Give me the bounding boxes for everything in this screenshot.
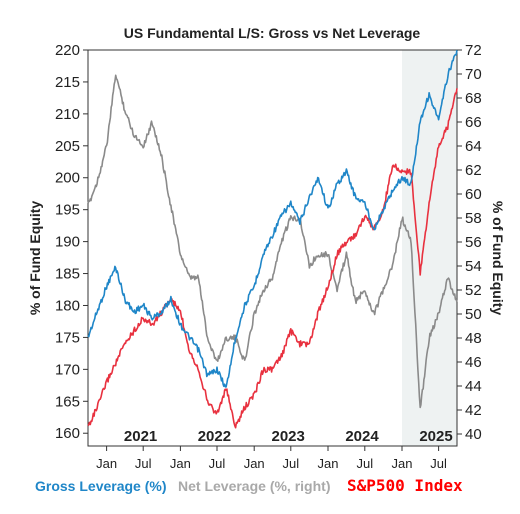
series-line-0 [87,49,458,388]
legend-entry-0: Gross Leverage (%) [35,478,167,494]
series-line-1 [87,74,458,409]
shaded-region-2025 [402,50,457,446]
month-label: Jul [135,456,152,471]
right-tick-label: 42 [465,402,482,419]
left-tick-label: 175 [55,329,80,346]
right-tick-label: 44 [465,378,482,395]
left-tick-label: 185 [55,266,80,283]
right-tick-label: 50 [465,306,482,323]
year-label: 2022 [198,428,231,445]
left-tick-label: 195 [55,202,80,219]
right-tick-label: 62 [465,162,482,179]
x-axis: 2021 2022 2023 2024 2025 Jan Jul Jan Jul Jan Jul Ja… [96,428,453,471]
year-label: 2023 [272,428,305,445]
series-lines [87,49,458,429]
left-tick-label: 200 [55,170,80,187]
right-tick-label: 60 [465,186,482,203]
month-label: Jan [96,456,117,471]
right-tick-label: 72 [465,42,482,59]
left-tick-label: 165 [55,393,80,410]
month-label: Jan [318,456,339,471]
left-tick-label: 170 [55,361,80,378]
left-tick-label: 220 [55,42,80,59]
legend: Gross Leverage (%) Net Leverage (%, right… [35,476,463,495]
right-tick-label: 68 [465,90,482,107]
right-tick-label: 52 [465,282,482,299]
right-axis: 40 42 44 46 48 50 52 54 56 58 60 62 64 66 68 70 72 [457,42,482,443]
month-label: Jan [170,456,191,471]
right-tick-label: 48 [465,330,482,347]
left-tick-label: 210 [55,106,80,123]
chart-title: US Fundamental L/S: Gross vs Net Leverag… [124,25,421,41]
legend-entry-1: Net Leverage (%, right) [178,478,330,494]
month-label: Jan [392,456,413,471]
series-line-2 [87,88,458,429]
left-tick-label: 215 [55,74,80,91]
right-tick-label: 54 [465,258,482,275]
left-axis: 160 165 170 175 180 185 190 195 200 205 210 215 220 [55,42,88,442]
month-label: Jul [209,456,226,471]
left-tick-label: 180 [55,297,80,314]
right-tick-label: 70 [465,66,482,83]
right-tick-label: 46 [465,354,482,371]
right-tick-label: 66 [465,114,482,131]
right-tick-label: 64 [465,138,482,155]
left-tick-label: 160 [55,425,80,442]
left-tick-label: 205 [55,138,80,155]
right-tick-label: 40 [465,426,482,443]
year-label: 2024 [345,428,379,445]
month-label: Jul [356,456,373,471]
month-label: Jul [430,456,447,471]
right-tick-label: 58 [465,210,482,227]
left-tick-label: 190 [55,234,80,251]
right-tick-label: 56 [465,234,482,251]
month-label: Jan [244,456,265,471]
plot-frame [87,49,458,447]
y-axis-right-label: % of Fund Equity [490,201,506,316]
y-axis-left-label: % of Fund Equity [27,201,43,316]
month-label: Jul [282,456,299,471]
year-label: 2025 [419,428,452,445]
year-label: 2021 [124,428,157,445]
legend-entry-2: S&P500 Index [347,476,463,495]
